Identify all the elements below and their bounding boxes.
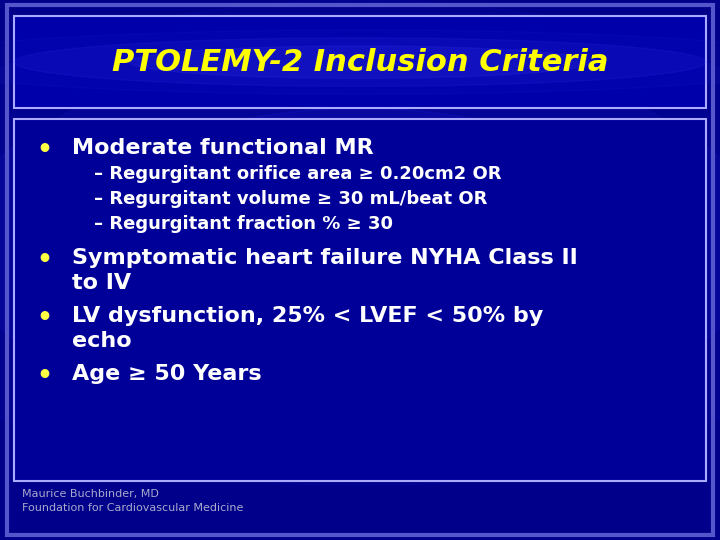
Text: •: • bbox=[36, 248, 52, 272]
FancyBboxPatch shape bbox=[14, 119, 706, 481]
Text: Maurice Buchbinder, MD: Maurice Buchbinder, MD bbox=[22, 489, 158, 499]
Text: PTOLEMY-2 Inclusion Criteria: PTOLEMY-2 Inclusion Criteria bbox=[112, 48, 608, 77]
Text: LV dysfunction, 25% < LVEF < 50% by: LV dysfunction, 25% < LVEF < 50% by bbox=[72, 306, 544, 326]
Text: echo: echo bbox=[72, 331, 132, 351]
Ellipse shape bbox=[0, 54, 720, 432]
Text: •: • bbox=[36, 306, 52, 330]
Text: Age ≥ 50 Years: Age ≥ 50 Years bbox=[72, 364, 261, 384]
Ellipse shape bbox=[14, 38, 706, 86]
Ellipse shape bbox=[130, 46, 590, 78]
Ellipse shape bbox=[158, 148, 562, 338]
Text: – Regurgitant orifice area ≥ 0.20cm2 OR: – Regurgitant orifice area ≥ 0.20cm2 OR bbox=[94, 165, 501, 183]
FancyBboxPatch shape bbox=[14, 16, 706, 108]
Text: – Regurgitant fraction % ≥ 30: – Regurgitant fraction % ≥ 30 bbox=[94, 215, 392, 233]
Text: Foundation for Cardiovascular Medicine: Foundation for Cardiovascular Medicine bbox=[22, 503, 243, 514]
Ellipse shape bbox=[72, 108, 648, 378]
Text: Moderate functional MR: Moderate functional MR bbox=[72, 138, 374, 158]
Ellipse shape bbox=[0, 0, 720, 486]
Text: Symptomatic heart failure NYHA Class II: Symptomatic heart failure NYHA Class II bbox=[72, 248, 577, 268]
Text: •: • bbox=[36, 364, 52, 388]
Ellipse shape bbox=[0, 30, 720, 94]
Text: •: • bbox=[36, 138, 52, 161]
Text: – Regurgitant volume ≥ 30 mL/beat OR: – Regurgitant volume ≥ 30 mL/beat OR bbox=[94, 190, 487, 208]
Text: to IV: to IV bbox=[72, 273, 131, 293]
